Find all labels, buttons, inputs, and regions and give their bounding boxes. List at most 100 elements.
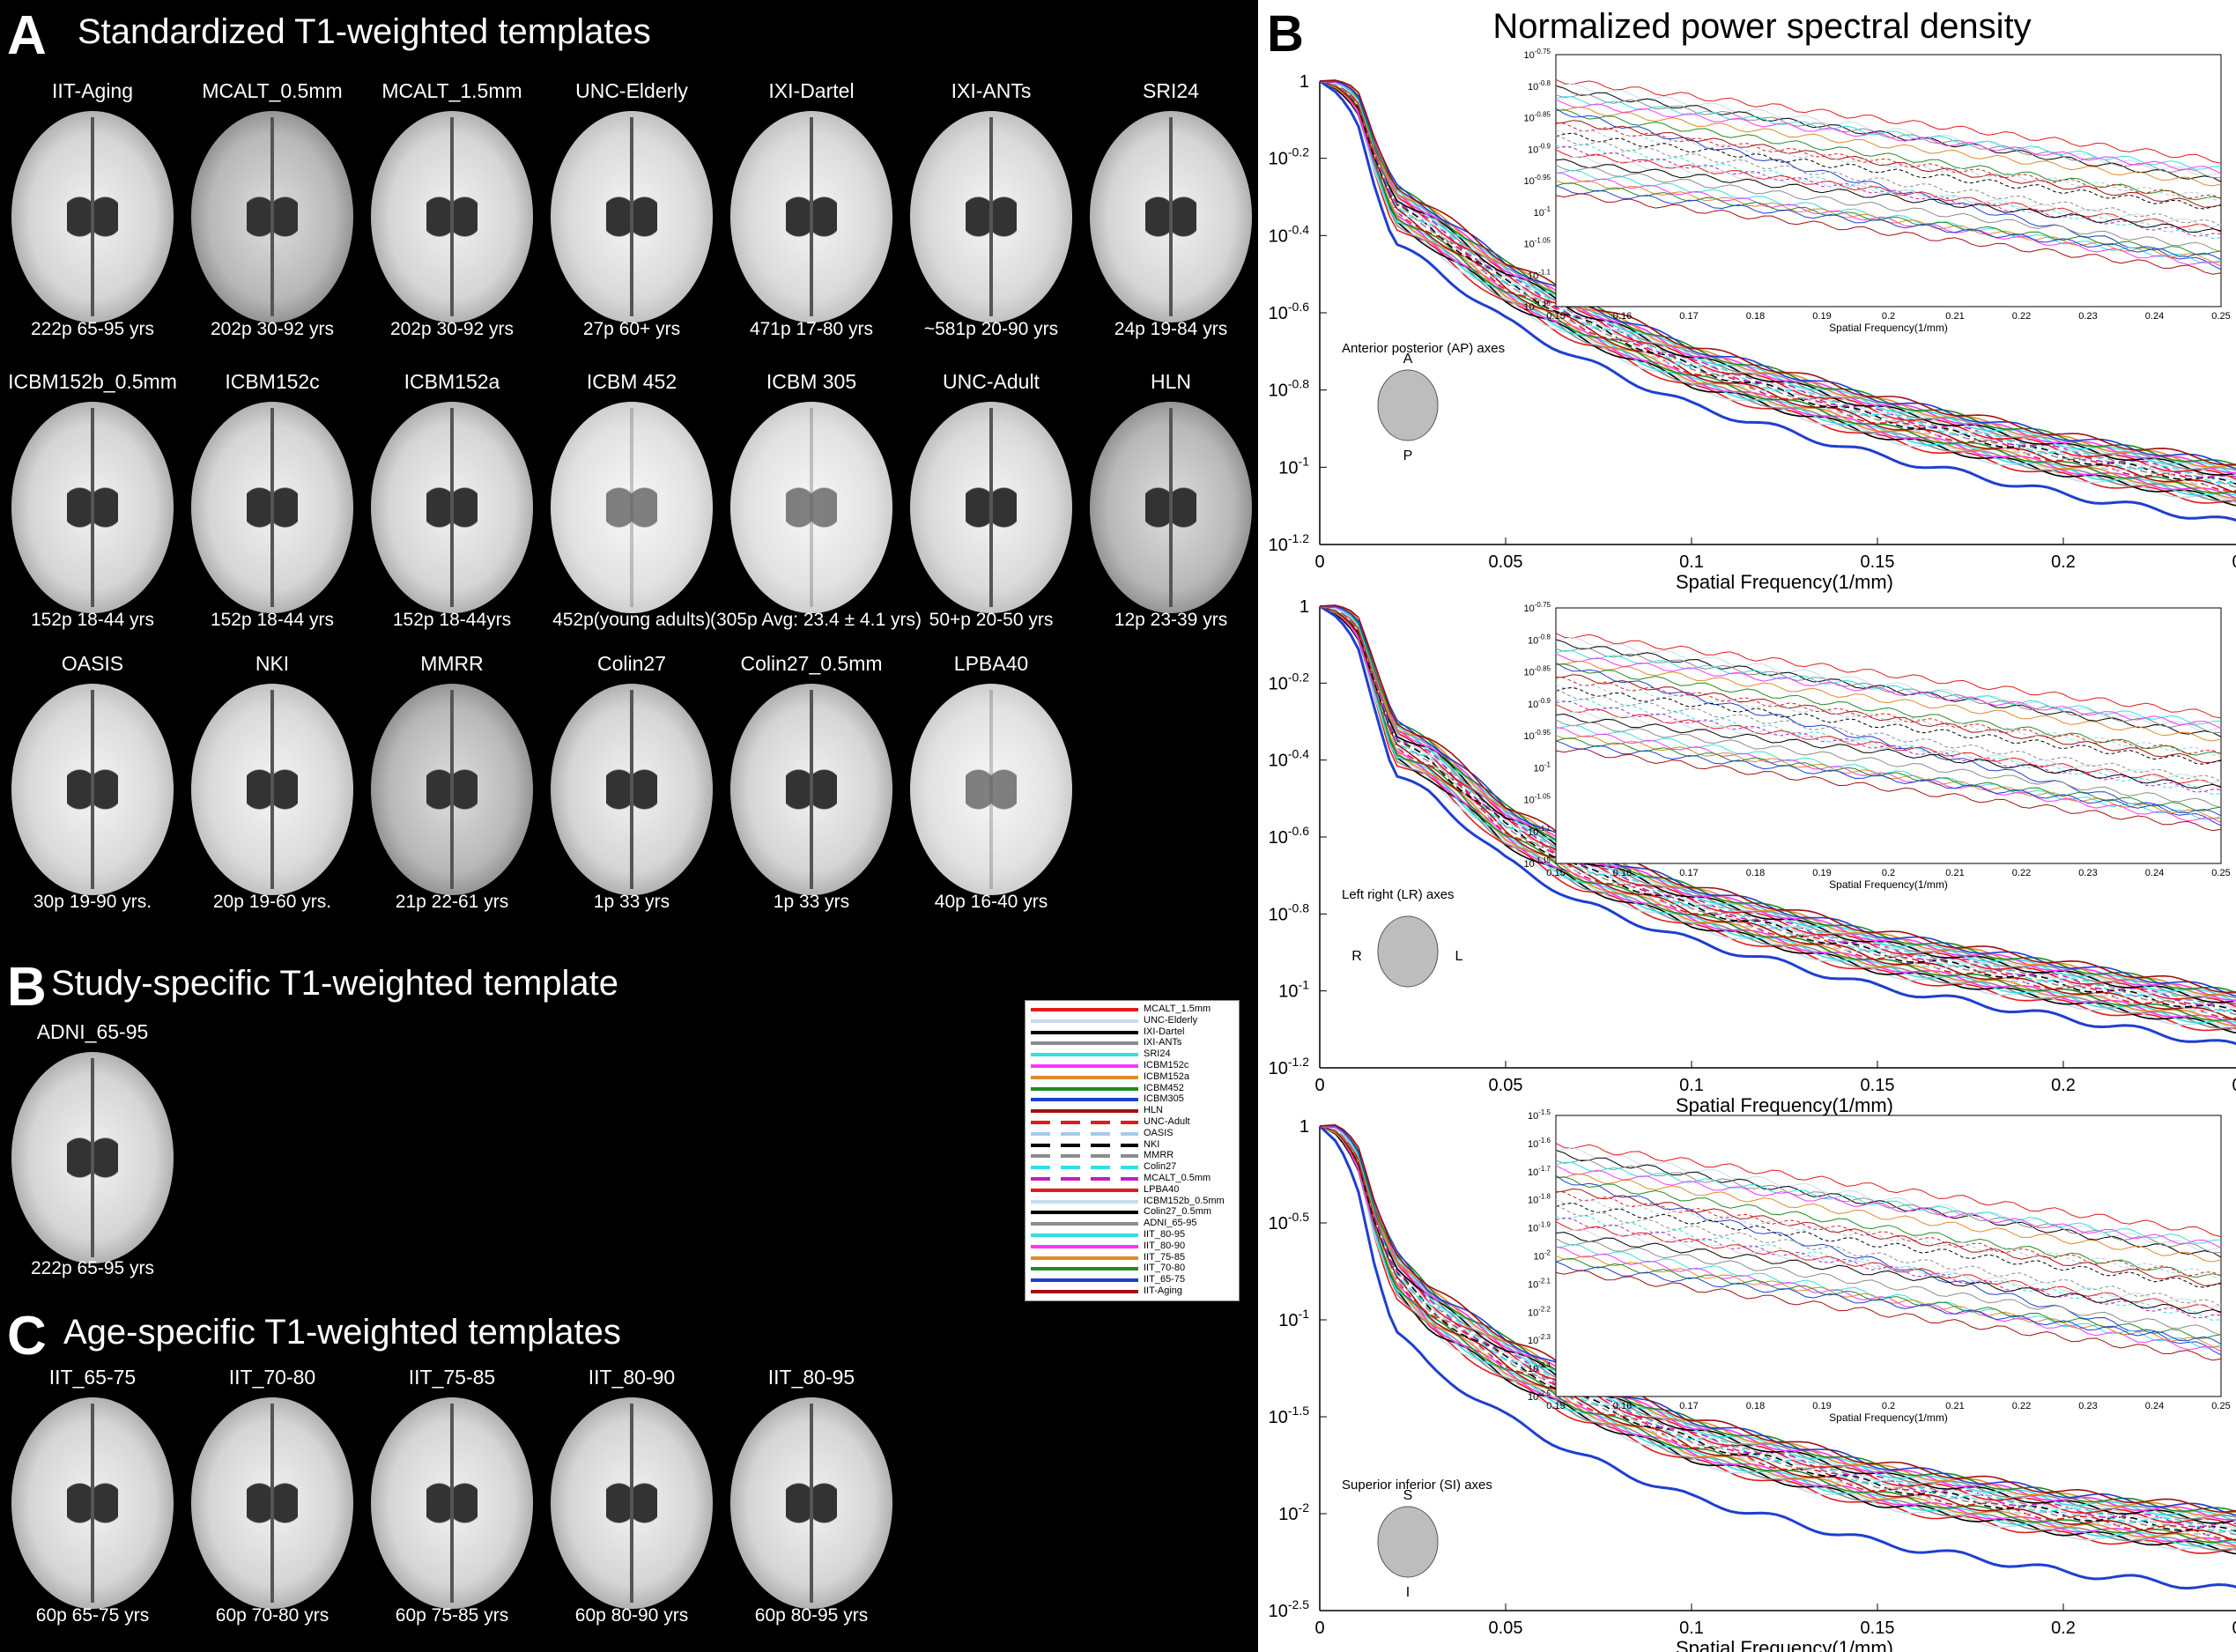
template-name: MCALT_1.5mm <box>381 79 522 102</box>
inset-y-tick-base: 10 <box>1528 1364 1538 1374</box>
template-tile: ICBM152a 152p 18-44yrs <box>364 370 540 636</box>
template-name: HLN <box>1150 370 1191 393</box>
inset-y-tick-exponent: -0.9 <box>1538 142 1551 150</box>
series-line <box>1319 605 2236 1009</box>
inset-series-line <box>1555 185 2222 261</box>
x-tick-label: 0.15 <box>1861 1619 1895 1638</box>
x-tick-label: 0.1 <box>1679 552 1704 572</box>
brain-slice-image <box>11 684 174 895</box>
legend-swatch <box>1031 1177 1138 1181</box>
y-tick-base: 10 <box>1269 752 1288 771</box>
legend-label: ICBM305 <box>1144 1093 1184 1105</box>
inset-series-line <box>1555 193 2222 275</box>
template-caption: 222p 65-95 yrs <box>30 319 155 339</box>
legend-entry: ICBM452 <box>1025 1082 1239 1094</box>
orientation-label: S <box>1403 1488 1413 1503</box>
template-tile: ICBM 452 452p(young adults) <box>544 370 720 636</box>
inset-plot: 0.15 0.16 0.17 0.18 0.19 0.2 0.21 0.22 0.23 0.24 0… <box>1524 601 2231 891</box>
x-axis-label: Spatial Frequency(1/mm) <box>1676 1637 1893 1652</box>
legend-swatch <box>1031 1019 1138 1023</box>
template-name: IIT-Aging <box>51 79 134 102</box>
y-tick-base: 10 <box>1269 304 1288 323</box>
brain-slice-image <box>1090 402 1252 613</box>
y-tick-exponent: -2 <box>1299 1500 1310 1515</box>
y-tick-label: 10-1.2 <box>1269 1055 1310 1078</box>
inset-x-tick-label: 0.15 <box>1546 868 1565 878</box>
inset-x-tick-label: 0.21 <box>1945 868 1964 878</box>
inset-x-tick-label: 0.18 <box>1746 1401 1765 1411</box>
axis-annotation: Anterior posterior (AP) axes <box>1342 341 1505 356</box>
inset-y-tick-label: 10-0.95 <box>1524 174 1551 187</box>
inset-x-tick-label: 0.16 <box>1613 311 1632 322</box>
inset-series-line <box>1555 1238 2222 1336</box>
inset-y-tick-base: 10 <box>1524 302 1535 313</box>
series-line <box>1319 1125 2236 1548</box>
brain-slice-image <box>11 1052 174 1263</box>
template-name: IIT_80-90 <box>588 1366 676 1389</box>
template-tile: IXI-ANTs ~581p 20-90 yrs <box>903 79 1079 345</box>
inset-x-tick-label: 0.19 <box>1812 1401 1831 1411</box>
series-line <box>1319 1125 2236 1536</box>
legend-entry: ICBM152c <box>1025 1060 1239 1071</box>
y-tick-exponent: -1 <box>1299 1307 1310 1321</box>
inset-y-tick-label: 10-0.8 <box>1528 79 1551 93</box>
inset-x-tick-label: 0.17 <box>1679 868 1698 878</box>
inset-y-tick-exponent: -2.3 <box>1538 1333 1551 1341</box>
legend-entry: MCALT_0.5mm <box>1025 1173 1239 1184</box>
series-line <box>1319 80 2236 486</box>
legend-label: IIT-Aging <box>1144 1285 1183 1296</box>
x-tick-label: 0 <box>1314 1076 1324 1095</box>
inset-frame <box>1555 1115 2222 1397</box>
template-caption: 40p 16-40 yrs <box>934 892 1048 912</box>
brain-slice-image <box>551 684 713 895</box>
inset-y-tick-exponent: -1.1 <box>1538 268 1551 276</box>
inset-x-tick-label: 0.16 <box>1613 868 1632 878</box>
brain-slice-image <box>551 402 713 613</box>
template-name: IIT_75-85 <box>408 1366 496 1389</box>
legend-swatch <box>1031 1233 1138 1237</box>
inset-y-tick-base: 10 <box>1534 208 1544 219</box>
inset-series-line <box>1555 689 2222 782</box>
brain-thumbnail <box>1377 915 1439 988</box>
template-caption: 152p 18-44 yrs <box>210 610 335 630</box>
series-line <box>1319 605 2236 1029</box>
inset-series-line <box>1555 663 2222 756</box>
inset-x-axis-label: Spatial Frequency(1/mm) <box>1829 322 1948 334</box>
inset-y-tick-base: 10 <box>1528 700 1538 710</box>
template-name: LPBA40 <box>953 652 1029 675</box>
inset-y-tick-label: 10-1.1 <box>1528 268 1551 281</box>
template-tile: UNC-Elderly 27p 60+ yrs <box>544 79 720 345</box>
template-name: UNC-Adult <box>943 370 1040 393</box>
series-line <box>1319 1125 2236 1529</box>
inset-series-line <box>1555 149 2222 233</box>
inset-series-line <box>1555 1188 2222 1286</box>
inset-series-line <box>1555 130 2222 201</box>
inset-x-tick-label: 0.2 <box>1882 868 1895 878</box>
inset-y-tick-label: 10-1.8 <box>1528 1193 1551 1206</box>
template-tile: Colin27 1p 33 yrs <box>544 652 720 918</box>
series-line <box>1319 605 2236 1032</box>
x-tick-label: 0.1 <box>1679 1619 1704 1638</box>
inset-y-tick-base: 10 <box>1524 114 1535 124</box>
brain-slice-image <box>371 684 533 895</box>
y-tick-base: 10 <box>1278 982 1298 1002</box>
legend-label: ICBM452 <box>1144 1082 1184 1093</box>
legend-entry: IIT-Aging <box>1025 1285 1239 1297</box>
inset-series-line <box>1555 108 2222 201</box>
legend-swatch <box>1031 1086 1138 1091</box>
y-tick-label: 10-2 <box>1278 1500 1309 1524</box>
inset-y-tick-label: 10-0.9 <box>1528 697 1551 710</box>
inset-series-line <box>1555 639 2222 737</box>
brain-slice-image <box>11 402 174 613</box>
inset-series-line <box>1555 132 2222 210</box>
template-tile: HLN 12p 23-39 yrs <box>1083 370 1259 636</box>
inset-y-tick-exponent: -1.05 <box>1535 237 1551 245</box>
x-tick-label: 0.25 <box>2232 1076 2236 1095</box>
inset-series-line <box>1555 1150 2222 1258</box>
inset-y-tick-label: 10-1.1 <box>1528 825 1551 838</box>
series-line <box>1319 80 2236 471</box>
template-name: OASIS <box>61 652 124 675</box>
inset-y-tick-base: 10 <box>1524 859 1535 870</box>
legend-label: MMRR <box>1144 1150 1174 1161</box>
inset-y-tick-label: 10-2.3 <box>1528 1333 1551 1346</box>
